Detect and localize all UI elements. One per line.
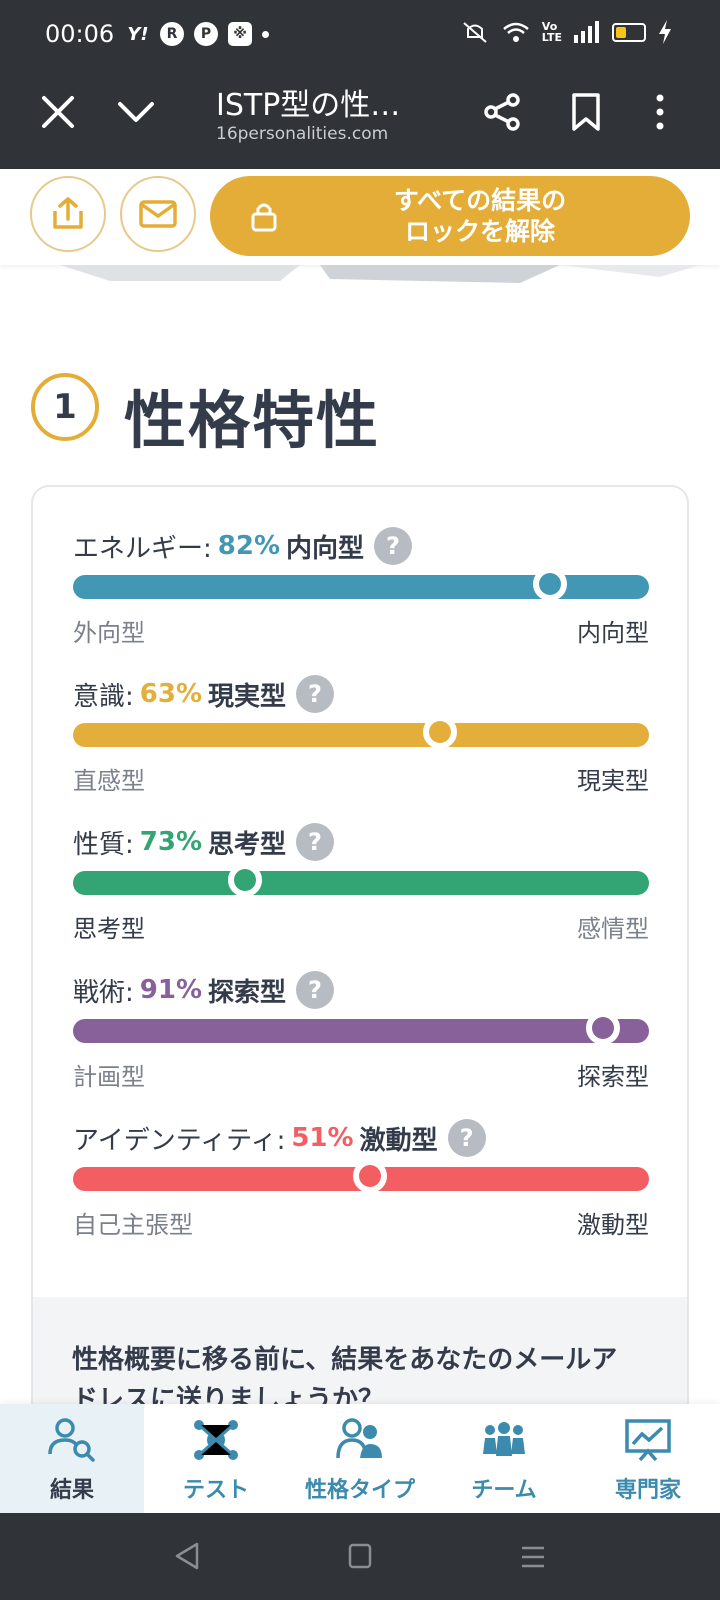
unlock-label: すべての結果の ロックを解除 [393,186,567,246]
tab-team[interactable]: チーム [432,1404,576,1513]
trait-right-label: 探索型 [577,1063,649,1091]
battery-icon [612,22,646,42]
trait-marker [532,567,567,601]
home-icon[interactable] [348,1543,372,1569]
trait-right-label: 激動型 [577,1211,649,1239]
trait-right-label: 内向型 [577,619,649,647]
chevron-down-icon[interactable] [116,92,156,132]
upload-icon [53,197,83,229]
trait-dimension: 意識: [73,681,134,712]
page-url: 16personalities.com [216,124,389,144]
status-icons-left: Y! R P ※ [126,22,269,46]
share-icon[interactable] [483,92,523,132]
trait-dimension: アイデンティティ: [73,1125,286,1156]
trait-heading: 意識: 63% 現実型? [73,675,335,713]
help-icon[interactable]: ? [374,527,413,565]
trait-percent: 82% [217,531,280,561]
share-result-button[interactable] [30,176,106,252]
tab-types[interactable]: 性格タイプ [288,1404,432,1513]
trait-marker [423,715,458,749]
back-icon[interactable] [174,1541,200,1571]
trait-percent: 63% [139,679,202,709]
trait-percent: 73% [139,827,202,857]
signal-icon [574,21,599,43]
tab-label: 性格タイプ [304,1478,415,1503]
more-menu-icon[interactable] [648,92,672,132]
trait-marker [353,1159,388,1193]
browser-toolbar: 00:06 Y! R P ※ Vo LTE ISTP型の性… 16personal… [0,0,720,169]
tab-label: チーム [471,1478,537,1503]
tab-expert[interactable]: 専門家 [576,1404,720,1513]
trait-dimension: 性質: [73,829,134,860]
status-icons-right: Vo LTE [460,20,672,44]
trait-type: 激動型 [359,1125,438,1156]
results-icon [48,1418,95,1462]
trait-type: 探索型 [208,977,287,1008]
page-title: ISTP型の性… [216,88,401,123]
trait-type: 内向型 [286,533,365,564]
help-icon[interactable]: ? [447,1119,486,1157]
trait-dimension: 戦術: [73,977,134,1008]
trait-dimension: エネルギー: [73,533,212,564]
app-icon: ※ [228,22,252,46]
r-icon: R [160,22,184,46]
help-icon[interactable]: ? [296,971,335,1009]
trait-left-label: 外向型 [73,619,145,647]
pinterest-icon: P [194,22,218,46]
trait-left-label: 計画型 [73,1063,145,1091]
tab-label: 専門家 [614,1478,681,1503]
help-icon[interactable]: ? [296,675,335,713]
trait-heading: エネルギー: 82% 内向型? [73,527,413,565]
email-result-button[interactable] [120,176,196,252]
trait-bar [73,1011,649,1045]
close-icon[interactable] [38,92,78,132]
status-time: 00:06 [45,20,115,48]
trait-heading: 性質: 73% 思考型? [73,823,335,861]
trait-heading: アイデンティティ: 51% 激動型? [73,1119,486,1157]
volte-icon: Vo LTE [541,20,562,44]
test-icon [194,1420,238,1460]
trait-bar [73,1159,649,1193]
tab-results[interactable]: 結果 [0,1404,144,1513]
system-nav-bar [0,1513,720,1600]
section-number: 1 [31,373,99,441]
tab-test[interactable]: テスト [144,1404,288,1513]
help-icon[interactable]: ? [296,823,335,861]
trait-bar [73,567,649,601]
mute-icon [463,22,487,43]
charging-icon [659,20,671,44]
hero-illustration-edge [60,265,700,283]
tab-label: 結果 [49,1478,94,1503]
trait-bar [73,863,649,897]
section-title: 性格特性 [124,384,381,457]
wifi-icon [502,22,529,42]
team-icon [483,1422,525,1456]
mail-icon [139,200,177,228]
trait-left-label: 直感型 [73,767,145,795]
recents-icon[interactable] [520,1545,546,1569]
bottom-tab-bar: 結果 テスト 性格タイプ チーム 専門家 [0,1404,720,1513]
trait-right-label: 現実型 [577,767,649,795]
trait-left-label: 思考型 [73,915,145,943]
lock-icon [251,203,277,232]
trait-marker [227,863,262,897]
expert-icon [625,1419,671,1462]
types-icon [336,1418,382,1459]
trait-percent: 51% [291,1123,354,1153]
trait-marker [585,1011,620,1045]
trait-heading: 戦術: 91% 探索型? [73,971,335,1009]
unlock-all-results-button[interactable]: すべての結果の ロックを解除 [210,176,690,256]
notification-dot-icon [262,30,269,38]
trait-percent: 91% [139,975,202,1005]
yahoo-icon: Y! [127,23,149,45]
trait-bar [73,715,649,749]
trait-type: 思考型 [208,829,287,860]
tab-label: テスト [182,1478,249,1503]
trait-left-label: 自己主張型 [73,1211,193,1239]
trait-type: 現実型 [208,681,287,712]
bookmark-icon[interactable] [566,92,606,132]
trait-right-label: 感情型 [577,915,649,943]
